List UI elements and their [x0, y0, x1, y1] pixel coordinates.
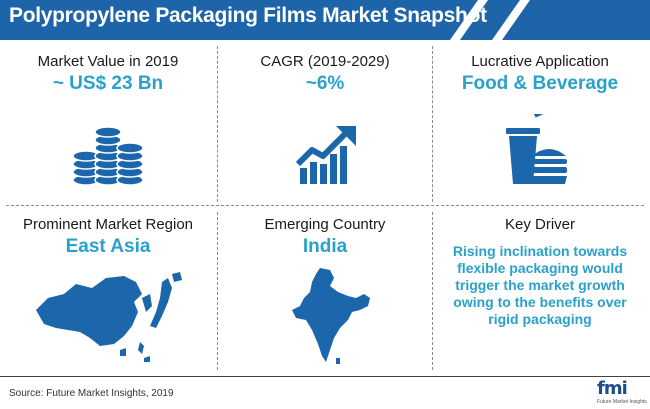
title-banner: Polypropylene Packaging Films Market Sna…: [0, 0, 650, 40]
market-value-amount: ~ US$ 23 Bn: [52, 73, 164, 94]
banner-shape: [0, 0, 650, 40]
growth-chart-icon: [296, 126, 356, 184]
fmi-logo: fmi Future Market Insights: [597, 378, 647, 408]
cagr-label: CAGR (2019-2029): [260, 53, 390, 70]
fmi-logo-subtitle: Future Market Insights: [597, 399, 647, 405]
country-label: Emerging Country: [264, 216, 386, 233]
east-asia-map-icon: [36, 272, 182, 362]
application-value: Food & Beverage: [461, 73, 619, 94]
key-driver-card: Key Driver: [432, 216, 648, 233]
region-label: Prominent Market Region: [22, 216, 194, 233]
coin-stack-icon: [72, 126, 144, 186]
page-title: Polypropylene Packaging Films Market Sna…: [9, 4, 487, 27]
divider-vertical-3: [217, 212, 218, 370]
divider-vertical-2: [432, 46, 433, 202]
cagr-value: ~6%: [305, 73, 345, 94]
cagr-card: CAGR (2019-2029) ~6%: [217, 53, 433, 95]
market-region-card: Prominent Market Region East Asia: [0, 216, 216, 258]
application-label: Lucrative Application: [471, 53, 609, 70]
divider-horizontal: [6, 205, 644, 206]
key-driver-text: Rising inclination towards flexible pack…: [452, 243, 628, 327]
lucrative-application-card: Lucrative Application Food & Beverage: [432, 53, 648, 95]
region-value: East Asia: [65, 236, 151, 257]
emerging-country-card: Emerging Country India: [217, 216, 433, 258]
fmi-logo-text: fmi: [597, 378, 628, 399]
source-note: Source: Future Market Insights, 2019: [9, 388, 174, 399]
india-map-icon: [292, 268, 370, 364]
footer-divider: [0, 376, 650, 377]
market-value-label: Market Value in 2019: [37, 53, 179, 70]
country-value: India: [302, 236, 348, 257]
divider-vertical-1: [217, 46, 218, 202]
key-driver-label: Key Driver: [504, 216, 575, 233]
divider-vertical-4: [432, 212, 433, 370]
food-beverage-icon: [506, 114, 567, 184]
market-value-card: Market Value in 2019 ~ US$ 23 Bn: [0, 53, 216, 95]
